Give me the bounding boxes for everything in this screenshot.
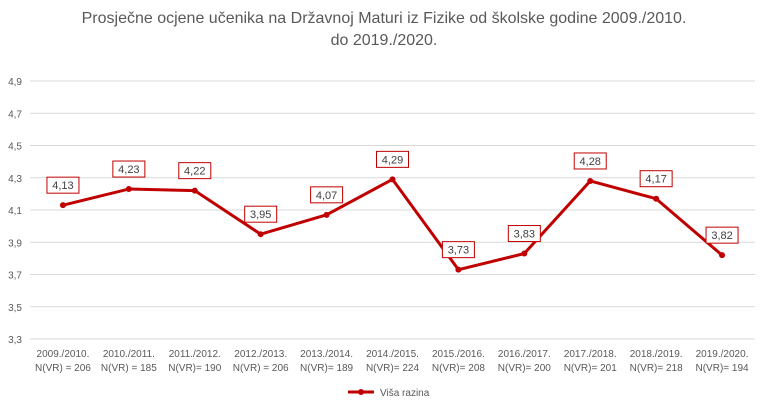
data-label-box <box>178 162 212 180</box>
data-label: 4,13 <box>52 180 73 192</box>
legend-label: Viša razina <box>380 388 430 399</box>
data-label: 4,29 <box>382 154 403 166</box>
x-tick-sublabel: N(VR)= 224 <box>366 363 420 374</box>
data-label-box <box>244 205 278 223</box>
data-point <box>587 177 594 184</box>
x-tick-sublabel: N(VR)= 189 <box>300 363 354 374</box>
data-label: 3,73 <box>448 245 469 257</box>
y-tick-label: 4,5 <box>8 142 22 153</box>
data-point <box>323 211 330 218</box>
data-point <box>257 231 264 238</box>
x-tick-sublabel: N(VR)= 200 <box>498 363 552 374</box>
x-tick-label: 2014./2015. <box>366 349 419 360</box>
data-point <box>191 187 198 194</box>
chart-title: Prosječne ocjene učenika na Državnoj Mat… <box>0 8 768 52</box>
data-point <box>521 250 528 257</box>
y-tick-label: 4,3 <box>8 174 22 185</box>
data-label-box <box>639 170 673 188</box>
data-label-box <box>310 186 344 204</box>
chart-title-line-2: do 2019./2020. <box>330 32 438 49</box>
x-tick-sublabel: N(VR)= 201 <box>564 363 618 374</box>
data-label: 4,23 <box>118 164 139 176</box>
x-tick-label: 2017./2018. <box>564 349 617 360</box>
y-tick-label: 3,7 <box>8 271 22 282</box>
x-tick-sublabel: N(VR) = 185 <box>101 363 157 374</box>
data-label-box <box>376 150 409 168</box>
y-tick-label: 4,9 <box>8 77 22 88</box>
chart-title-line-1: Prosječne ocjene učenika na Državnoj Mat… <box>81 10 687 27</box>
x-tick-label: 2010./2011. <box>103 349 155 360</box>
data-label: 4,07 <box>316 190 337 202</box>
x-tick-sublabel: N(VR)= 208 <box>432 363 486 374</box>
x-tick-label: 2012./2013. <box>234 349 287 360</box>
x-tick-label: 2018./2019. <box>630 349 683 360</box>
data-label: 4,17 <box>645 174 666 186</box>
data-point <box>59 202 66 209</box>
data-point <box>125 186 132 193</box>
data-label-box <box>573 152 607 170</box>
x-tick-label: 2019./2020. <box>696 349 749 360</box>
data-label-box <box>112 160 146 178</box>
data-label: 3,95 <box>250 209 271 221</box>
data-label-box <box>705 226 739 244</box>
data-label: 4,28 <box>580 156 601 168</box>
data-label-box <box>507 225 541 243</box>
x-tick-sublabel: N(VR) = 206 <box>233 363 289 374</box>
series-line <box>62 177 724 272</box>
x-tick-sublabel: N(VR)= 190 <box>168 363 222 374</box>
x-tick-label: 2016./2017. <box>498 349 551 360</box>
data-label: 4,22 <box>184 166 205 178</box>
y-tick-label: 4,1 <box>8 206 22 217</box>
data-point <box>653 195 660 202</box>
x-tick-sublabel: N(VR) = 206 <box>35 363 91 374</box>
x-tick-label: 2013./2014. <box>300 349 353 360</box>
data-label: 3,82 <box>711 230 732 242</box>
data-point <box>719 252 726 259</box>
x-tick-label: 2011./2012. <box>169 349 221 360</box>
legend-marker <box>358 389 364 395</box>
y-tick-label: 3,3 <box>8 335 22 346</box>
y-tick-label: 3,9 <box>8 238 22 249</box>
y-tick-label: 3,5 <box>8 303 22 314</box>
data-label-box <box>46 176 80 194</box>
data-label: 3,83 <box>514 229 535 241</box>
x-tick-sublabel: N(VR)= 218 <box>630 363 684 374</box>
data-label-box <box>441 241 475 259</box>
data-point <box>455 266 462 273</box>
x-tick-label: 2009./2010. <box>37 349 90 360</box>
x-tick-label: 2015./2016. <box>432 349 485 360</box>
y-tick-label: 4,7 <box>8 109 22 120</box>
x-tick-sublabel: N(VR)= 194 <box>696 363 750 374</box>
data-point <box>389 176 396 183</box>
